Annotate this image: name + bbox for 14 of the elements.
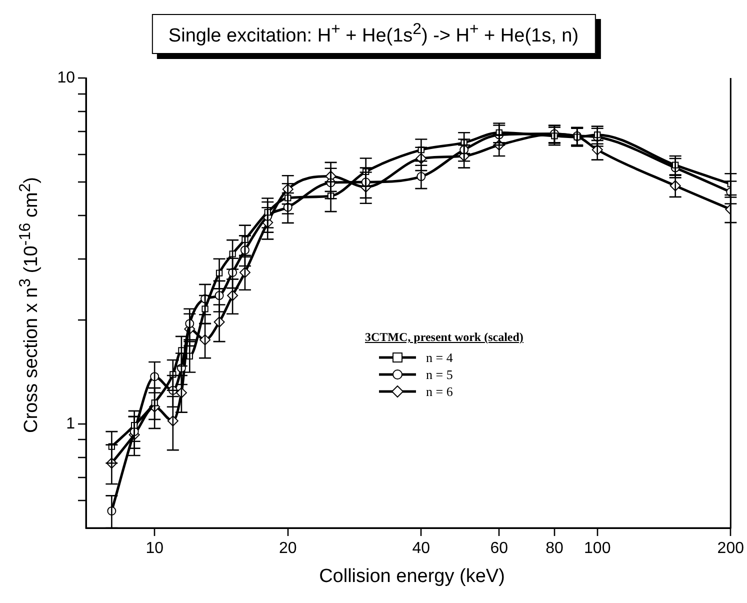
chart-title: Single excitation: H$^{+}$ + He(1s$^{2}$) -> H$^{+}$ + He(1s, n) [151,14,596,54]
x-axis-title: Collision energy (keV) [319,566,505,588]
x-tick-label: 10 [146,540,164,558]
x-tick-label: 20 [278,540,297,558]
x-tick-label: 40 [412,540,430,558]
y-tick-label: 1 [66,415,76,432]
x-tick-label: 80 [546,540,564,558]
legend-label: n = 6 [426,384,453,400]
x-tick-label: 100 [584,540,611,558]
legend-label: n = 4 [426,350,453,366]
x-tick-label: 60 [490,540,508,558]
legend-label: n = 5 [426,366,453,382]
x-tick-label: 200 [717,540,744,558]
legend-title: 3CTMC, present work (scaled) [365,330,524,345]
